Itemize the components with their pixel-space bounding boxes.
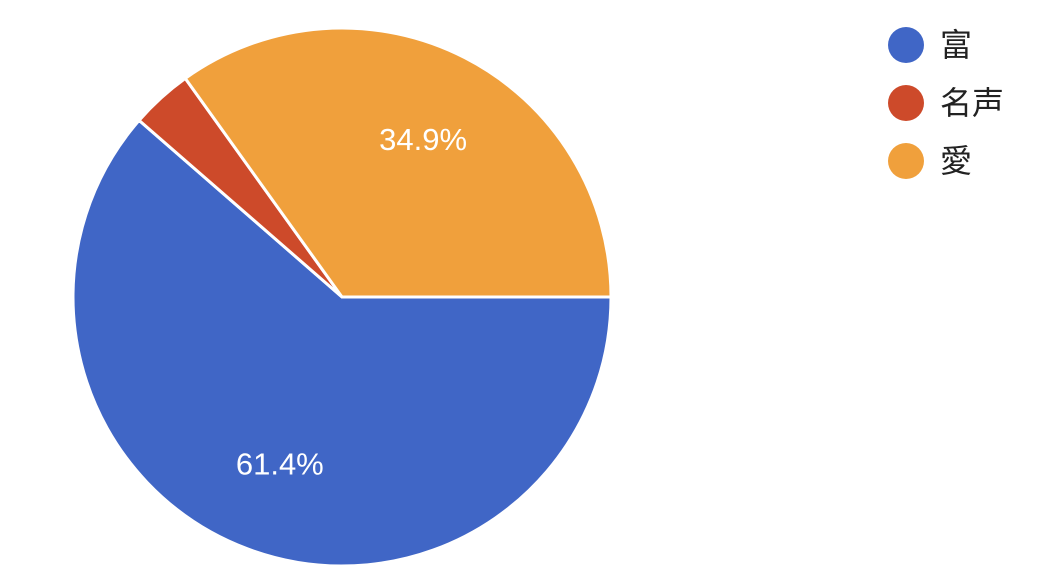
legend-label: 名声 [940,84,1005,122]
pie-slice-label: 61.4% [236,446,324,481]
chart-legend: 富名声愛 [888,26,1004,200]
pie-slice-label: 34.9% [379,122,467,157]
legend-swatch-icon [888,143,924,179]
pie-slice-labels: 61.4% 34.9% [236,122,467,481]
legend-item[interactable]: 愛 [888,142,1004,180]
pie-slice[interactable] [183,26,613,299]
pie-slices [71,26,613,568]
legend-swatch-icon [888,27,924,63]
legend-item[interactable]: 名声 [888,84,1004,122]
legend-item[interactable]: 富 [888,26,1004,64]
legend-swatch-icon [888,85,924,121]
pie-slice[interactable] [71,118,613,568]
legend-label: 富 [940,26,973,64]
legend-label: 愛 [940,142,973,180]
